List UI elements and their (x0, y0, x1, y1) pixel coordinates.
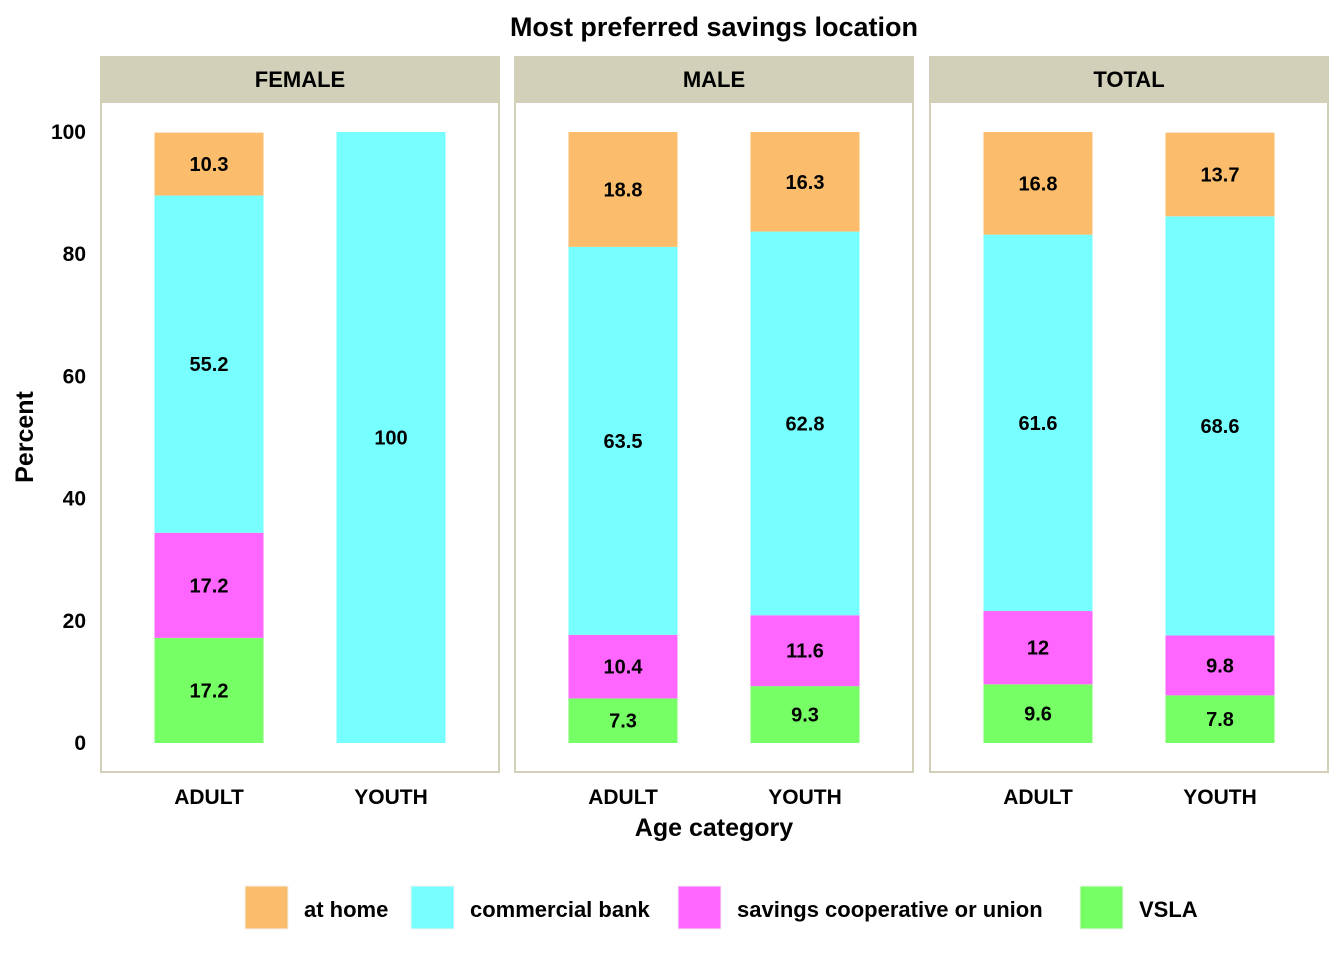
y-axis-title: Percent (11, 390, 39, 482)
x-axis-title: Age category (635, 814, 793, 842)
legend-label: commercial bank (470, 897, 651, 922)
legend-swatch (677, 885, 722, 930)
bar-segment-commercial-bank (336, 132, 446, 743)
facet-strip (929, 56, 1329, 103)
bar-segment-savings-cooperative-or-union (568, 634, 678, 699)
facet-strip-label: FEMALE (255, 67, 345, 92)
y-tick-label: 0 (74, 732, 86, 755)
bar-segment-vsla (750, 686, 860, 743)
facet-panel-total: TOTAL 9.6 12 61.6 16.8 ADULT 7.8 9.8 68.6 13.7 YOU… (929, 56, 1329, 809)
x-tick-label: ADULT (588, 786, 658, 809)
legend-swatch (1079, 885, 1124, 930)
legend-label: VSLA (1139, 897, 1198, 922)
x-tick-label: ADULT (174, 786, 244, 809)
data-label: 68.6 (1201, 416, 1240, 438)
y-axis: 0 20 40 60 80 100 (51, 121, 86, 755)
data-label: 100 (374, 428, 407, 450)
bar-segment-commercial-bank (983, 234, 1093, 612)
bar-segment-at-home (1165, 132, 1275, 217)
bar-stack-adult: 17.2 17.2 55.2 10.3 (154, 132, 264, 743)
legend-label: savings cooperative or union (737, 897, 1043, 922)
data-label: 7.8 (1206, 709, 1234, 731)
x-tick-label: YOUTH (354, 786, 428, 809)
bar-stack-adult: 7.3 10.4 63.5 18.8 (568, 132, 678, 743)
legend-swatch (244, 885, 289, 930)
bar-segment-at-home (983, 132, 1093, 235)
bar-segment-commercial-bank (1165, 216, 1275, 636)
data-label: 63.5 (604, 431, 643, 453)
y-tick-label: 100 (51, 121, 86, 144)
data-label: 55.2 (190, 354, 229, 376)
bar-segment-commercial-bank (750, 231, 860, 616)
data-label: 16.3 (786, 172, 825, 194)
data-label: 7.3 (609, 711, 637, 733)
data-label: 61.6 (1019, 413, 1058, 435)
bar-segment-vsla (983, 684, 1093, 743)
data-label: 17.2 (190, 680, 229, 702)
legend-label: at home (304, 897, 388, 922)
legend-swatch (410, 885, 455, 930)
bar-segment-savings-cooperative-or-union (750, 615, 860, 687)
bar-segment-commercial-bank (154, 195, 264, 533)
legend: at home commercial bank savings cooperativ… (244, 885, 1198, 930)
data-label: 11.6 (786, 641, 824, 663)
facet-strip-label: TOTAL (1093, 67, 1164, 92)
bar-segment-vsla (154, 637, 264, 743)
y-tick-label: 80 (63, 243, 86, 266)
data-label: 13.7 (1201, 164, 1240, 186)
facet-strip (100, 56, 500, 103)
data-label: 9.8 (1206, 655, 1234, 677)
data-label: 17.2 (190, 575, 229, 597)
bar-stack-adult: 9.6 12 61.6 16.8 (983, 132, 1093, 743)
bar-segment-at-home (154, 132, 264, 196)
chart-title: Most preferred savings location (510, 12, 918, 42)
data-label: 16.8 (1019, 173, 1058, 195)
bar-segment-at-home (750, 132, 860, 232)
bar-segment-at-home (568, 132, 678, 247)
legend-item-vsla: VSLA (1079, 885, 1198, 930)
bar-segment-commercial-bank (568, 246, 678, 635)
data-label: 10.4 (604, 657, 644, 679)
y-tick-label: 40 (63, 488, 86, 511)
legend-item-at-home: at home (244, 885, 388, 930)
bar-stack-youth: 100 (336, 132, 446, 743)
legend-item-savings-cooperative-or-union: savings cooperative or union (677, 885, 1043, 930)
data-label: 9.3 (791, 705, 819, 727)
facet-strip-label: MALE (683, 67, 745, 92)
bar-stack-youth: 9.3 11.6 62.8 16.3 (750, 132, 860, 743)
facet-panel-female: FEMALE 17.2 17.2 55.2 10.3 ADULT 100 YOUTH (100, 56, 500, 809)
y-tick-label: 60 (63, 365, 86, 388)
bar-segment-savings-cooperative-or-union (1165, 635, 1275, 696)
data-label: 12 (1027, 638, 1049, 660)
data-label: 9.6 (1024, 704, 1052, 726)
bar-segment-savings-cooperative-or-union (154, 532, 264, 638)
bar-stack-youth: 7.8 9.8 68.6 13.7 (1165, 132, 1275, 743)
legend-item-commercial-bank: commercial bank (410, 885, 651, 930)
bar-segment-savings-cooperative-or-union (983, 611, 1093, 685)
x-tick-label: YOUTH (1183, 786, 1257, 809)
x-tick-label: YOUTH (768, 786, 842, 809)
data-label: 10.3 (190, 154, 229, 176)
facet-strip (514, 56, 914, 103)
y-tick-label: 20 (63, 610, 86, 633)
bar-segment-vsla (1165, 695, 1275, 743)
facet-panels: FEMALE 17.2 17.2 55.2 10.3 ADULT 100 YOUTH MALE 7… (100, 56, 1329, 809)
data-label: 62.8 (786, 413, 825, 435)
facet-panel-male: MALE 7.3 10.4 63.5 18.8 ADULT 9.3 11.6 62.8 16.3 Y… (514, 56, 914, 809)
bar-segment-vsla (568, 698, 678, 743)
data-label: 18.8 (604, 179, 643, 201)
x-tick-label: ADULT (1003, 786, 1073, 809)
